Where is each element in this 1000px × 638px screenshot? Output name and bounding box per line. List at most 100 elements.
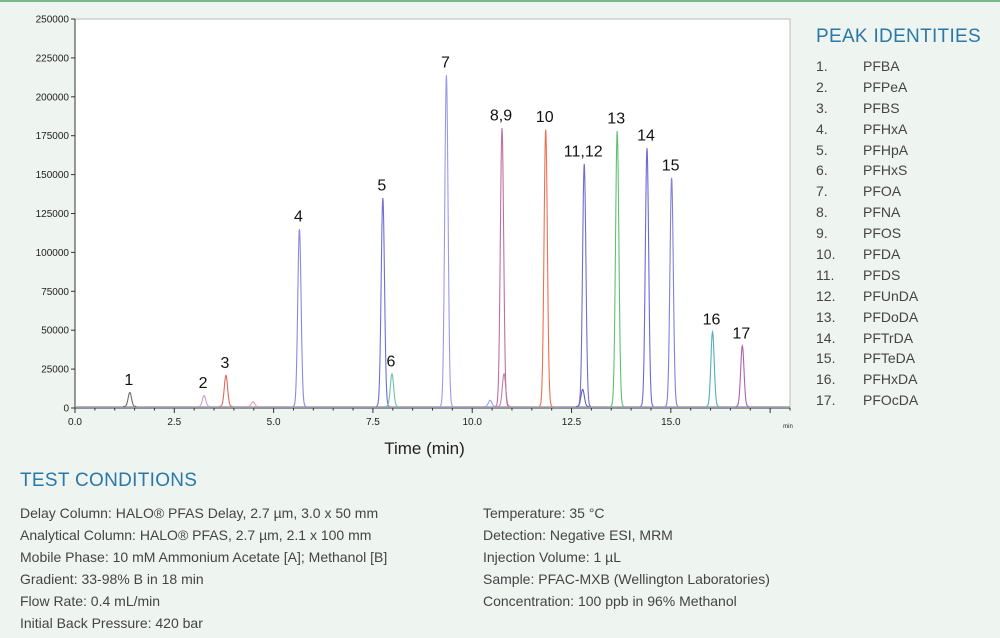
peak-identity-number: 2. [816, 78, 828, 95]
peak-identity-name: PFOcDA [863, 392, 919, 409]
peak-identity-number: 4. [816, 120, 828, 137]
y-tick-label: 75000 [41, 287, 69, 298]
test-condition-line: Concentration: 100 ppb in 96% Methanol [483, 593, 737, 609]
peak-identity-number: 14. [816, 329, 836, 346]
test-condition-line: Temperature: 35 °C [483, 505, 605, 521]
test-conditions-left-column: Delay Column: HALO® PFAS Delay, 2.7 µm, … [20, 502, 483, 634]
chromatogram-peak [705, 329, 720, 408]
x-tick-label: 0.0 [68, 417, 82, 428]
peak-identity-number: 3. [816, 99, 828, 116]
peak-identity-item: 16. PFHxDA [816, 371, 996, 392]
peak-identity-name: PFBA [863, 58, 900, 74]
y-tick-label: 150000 [36, 170, 70, 181]
peak-identity-item: 17. PFOcDA [816, 392, 996, 413]
peak-identity-name: PFNA [863, 204, 901, 221]
x-tick-label: 10.0 [462, 417, 482, 428]
peak-identity-number: 16. [816, 371, 836, 388]
chromatogram-peak [292, 229, 307, 407]
chromatogram-peak [439, 75, 454, 407]
peak-identity-number: 7. [816, 183, 828, 200]
peak-identity-name: PFTrDA [863, 329, 914, 346]
peak-identity-item: 4. PFHxA [816, 121, 996, 142]
chromatogram-peak [123, 391, 137, 408]
peak-identity-item: 9. PFOS [816, 225, 996, 246]
chromatogram-peak [610, 131, 625, 407]
chromatogram-peak [538, 129, 553, 407]
peak-identity-item: 11. PFDS [816, 267, 996, 288]
peak-identities-title: PEAK IDENTITIES [816, 26, 981, 47]
peak-identity-item: 2. PFPeA [816, 79, 996, 100]
x-tick-label: 15.0 [661, 417, 681, 428]
test-condition-line: Detection: Negative ESI, MRM [483, 527, 673, 543]
peak-identity-number: 10. [816, 246, 836, 263]
peak-label: 5 [377, 177, 386, 194]
peak-identity-item: 10. PFDA [816, 246, 996, 267]
peak-label: 1 [124, 372, 133, 389]
test-conditions-panel: TEST CONDITIONS Delay Column: HALO® PFAS… [20, 470, 980, 634]
peak-identity-number: 1. [816, 58, 828, 74]
test-condition-line: Injection Volume: 1 µL [483, 549, 622, 565]
test-condition-line: Delay Column: HALO® PFAS Delay, 2.7 µm, … [20, 505, 379, 521]
chromatogram-peak [664, 177, 679, 407]
x-tick-label: 12.5 [562, 417, 582, 428]
peak-identity-number: 12. [816, 287, 836, 304]
peak-identity-item: 15. PFTeDA [816, 350, 996, 371]
chromatogram-chart: 0 25000 50000 75000 100000 125000 150000 175000… [36, 15, 793, 459]
y-tick-label: 125000 [36, 209, 70, 220]
x-tick-label: 7.5 [366, 417, 380, 428]
chromatogram-peak [497, 372, 511, 408]
x-tick-label: 5.0 [267, 417, 281, 428]
peak-label: 10 [536, 109, 554, 126]
peak-identity-name: PFHxA [863, 120, 908, 137]
y-tick-label: 175000 [36, 131, 70, 142]
peak-identity-item: 6. PFHxS [816, 162, 996, 183]
peak-identity-number: 5. [816, 141, 828, 158]
chromatogram-peak [385, 372, 399, 408]
chromatogram-peak [376, 197, 390, 407]
peak-label: 2 [199, 375, 208, 392]
peak-identity-name: PFDoDA [863, 308, 919, 325]
peak-identity-number: 15. [816, 350, 836, 367]
plot-area [74, 18, 791, 409]
test-conditions-right-column: Temperature: 35 °C Detection: Negative ES… [483, 502, 770, 634]
test-conditions-title: TEST CONDITIONS [20, 470, 198, 491]
peak-label: 11,12 [564, 143, 603, 160]
peak-identity-item: 1. PFBA [816, 58, 996, 79]
peak-label: 13 [607, 111, 625, 128]
y-tick-label: 0 [63, 404, 69, 415]
peak-identity-name: PFOA [863, 183, 902, 200]
peak-label: 7 [441, 55, 450, 72]
peak-identity-number: 8. [816, 204, 828, 221]
peak-identity-name: PFHxS [863, 162, 908, 179]
chromatogram-peak [483, 399, 497, 408]
x-axis-title: Time (min) [384, 439, 465, 458]
peak-label: 16 [703, 311, 721, 328]
peak-identity-item: 8. PFNA [816, 204, 996, 225]
peak-identities-list: 1. PFBA 2. PFPeA 3. PFBS 4. PFHxA 5. PFHpA 6. PFHxS… [816, 58, 996, 413]
chromatogram-peak [219, 374, 233, 408]
x-tick-label: 2.5 [167, 417, 181, 428]
y-tick-label: 250000 [36, 15, 70, 26]
y-tick-label: 25000 [41, 365, 69, 376]
chromatogram-peak [577, 163, 592, 407]
test-condition-line: Analytical Column: HALO® PFAS, 2.7 µm, 2… [20, 527, 372, 543]
y-tick-label: 50000 [41, 326, 69, 337]
peak-identity-item: 3. PFBS [816, 100, 996, 121]
test-condition-line: Mobile Phase: 10 mM Ammonium Acetate [A]… [20, 549, 388, 565]
peak-identity-item: 5. PFHpA [816, 142, 996, 163]
peak-identity-name: PFUnDA [863, 287, 919, 304]
chromatogram-svg: 0 25000 50000 75000 100000 125000 150000 175000… [36, 15, 793, 459]
peak-label: 15 [662, 157, 680, 174]
peak-identity-number: 9. [816, 225, 828, 242]
peak-identity-name: PFHpA [863, 141, 909, 158]
chromatogram-peak [735, 344, 750, 408]
peak-label: 4 [294, 209, 303, 226]
peak-label: 3 [220, 355, 229, 372]
peak-identity-name: PFPeA [863, 78, 908, 95]
peak-identity-item: 14. PFTrDA [816, 330, 996, 351]
peak-identity-number: 13. [816, 308, 836, 325]
peak-identity-name: PFOS [863, 225, 902, 242]
x-axis-end-label: min [783, 424, 793, 430]
test-condition-line: Flow Rate: 0.4 mL/min [20, 593, 161, 609]
peak-identity-number: 6. [816, 162, 828, 179]
